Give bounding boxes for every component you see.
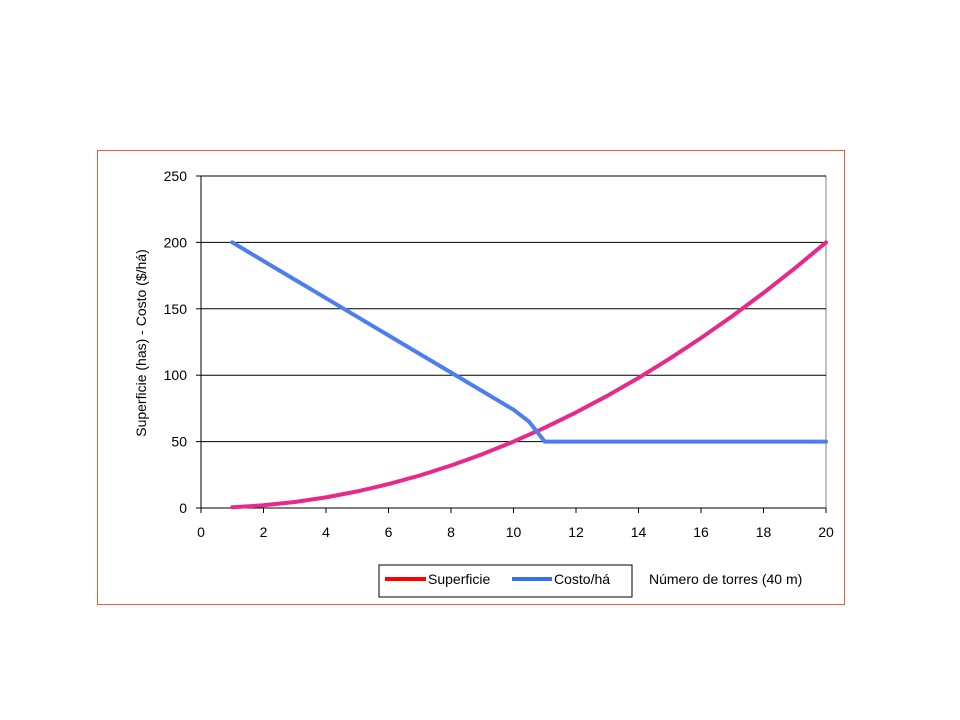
y-axis-title: Superficie (has) - Costo ($/há)	[133, 249, 149, 437]
x-tick-labels: 0 2 4 6 8 10 12 14 16 18 20	[197, 524, 834, 540]
x-axis-title: Número de torres (40 m)	[649, 571, 802, 587]
x-tick-label: 20	[818, 524, 834, 540]
y-tick-label: 0	[179, 500, 187, 516]
series-lines	[230, 240, 828, 510]
x-tick-label: 4	[322, 524, 330, 540]
series-line-superficie	[230, 240, 828, 510]
y-tick-label: 100	[164, 367, 188, 383]
axes	[200, 176, 827, 513]
chart-frame: 0 50 100 150 200 250 0 2 4 6 8 10 12 14 16 18 20 Superf…	[97, 150, 845, 605]
y-tick-label: 150	[164, 301, 188, 317]
x-tick-label: 14	[631, 524, 647, 540]
x-tick-label: 2	[260, 524, 268, 540]
x-tick-label: 12	[568, 524, 584, 540]
y-tick-label: 50	[171, 434, 187, 450]
legend-label-costo: Costo/há	[554, 571, 610, 587]
x-tick-label: 6	[385, 524, 393, 540]
line-chart: 0 50 100 150 200 250 0 2 4 6 8 10 12 14 16 18 20 Superf…	[133, 168, 834, 598]
x-tick-label: 8	[447, 524, 455, 540]
y-tick-label: 200	[164, 234, 188, 250]
plot-area	[200, 175, 827, 509]
x-tick-label: 18	[756, 524, 772, 540]
x-tick-label: 16	[693, 524, 709, 540]
y-tick-labels: 0 50 100 150 200 250	[164, 168, 188, 516]
x-tick-label: 0	[197, 524, 205, 540]
x-tick-label: 10	[506, 524, 522, 540]
legend-label-superficie: Superficie	[428, 571, 490, 587]
y-tick-label: 250	[164, 168, 188, 184]
series-line-costo	[230, 240, 828, 444]
